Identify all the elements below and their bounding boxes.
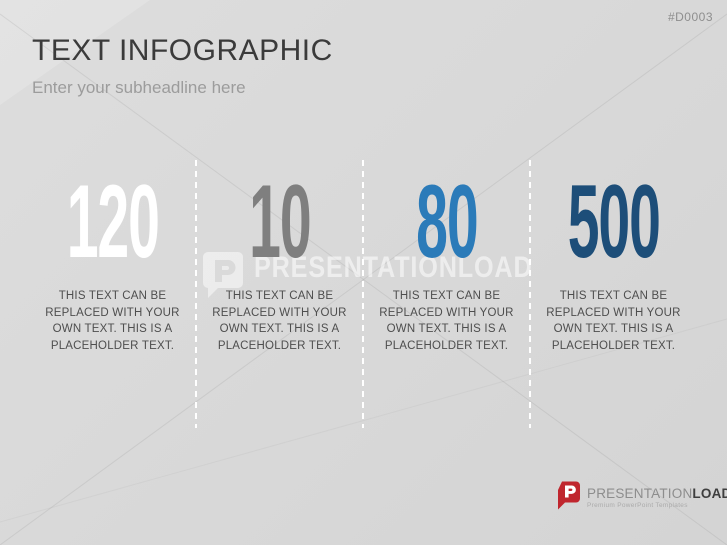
- brand-name-primary: PRESENTATION: [587, 486, 693, 501]
- infographic-column-4: 500 THIS TEXT CAN BE REPLACED WITH YOUR …: [530, 150, 697, 390]
- stat-number[interactable]: 500: [567, 164, 660, 280]
- stat-number[interactable]: 120: [66, 164, 159, 280]
- page-title[interactable]: TEXT INFOGRAPHIC: [32, 34, 333, 67]
- dashed-divider: [362, 160, 364, 428]
- dashed-divider: [529, 160, 531, 428]
- dashed-divider: [195, 160, 197, 428]
- brand-tagline: Premium PowerPoint Templates: [587, 502, 688, 509]
- infographic-column-2: 10 THIS TEXT CAN BE REPLACED WITH YOUR O…: [196, 150, 363, 390]
- subheadline-placeholder[interactable]: Enter your subheadline here: [32, 78, 246, 97]
- brand-logo: PRESENTATIONLOAD® Premium PowerPoint Tem…: [558, 481, 727, 510]
- template-id-tag: #D0003: [667, 10, 713, 24]
- brand-name: PRESENTATIONLOAD®: [587, 484, 727, 501]
- stat-description[interactable]: THIS TEXT CAN BE REPLACED WITH YOUR OWN …: [45, 290, 180, 352]
- stat-number[interactable]: 80: [415, 164, 479, 280]
- infographic-columns: 120 THIS TEXT CAN BE REPLACED WITH YOUR …: [29, 150, 697, 390]
- stat-description[interactable]: THIS TEXT CAN BE REPLACED WITH YOUR OWN …: [212, 290, 347, 352]
- infographic-column-1: 120 THIS TEXT CAN BE REPLACED WITH YOUR …: [29, 150, 196, 390]
- stat-description[interactable]: THIS TEXT CAN BE REPLACED WITH YOUR OWN …: [379, 290, 514, 352]
- brand-p-bubble-icon: [558, 481, 580, 510]
- infographic-column-3: 80 THIS TEXT CAN BE REPLACED WITH YOUR O…: [363, 150, 530, 390]
- stat-number[interactable]: 10: [248, 164, 312, 280]
- brand-name-secondary: LOAD: [692, 486, 727, 501]
- stat-description[interactable]: THIS TEXT CAN BE REPLACED WITH YOUR OWN …: [546, 290, 681, 352]
- brand-text-block: PRESENTATIONLOAD® Premium PowerPoint Tem…: [587, 481, 727, 510]
